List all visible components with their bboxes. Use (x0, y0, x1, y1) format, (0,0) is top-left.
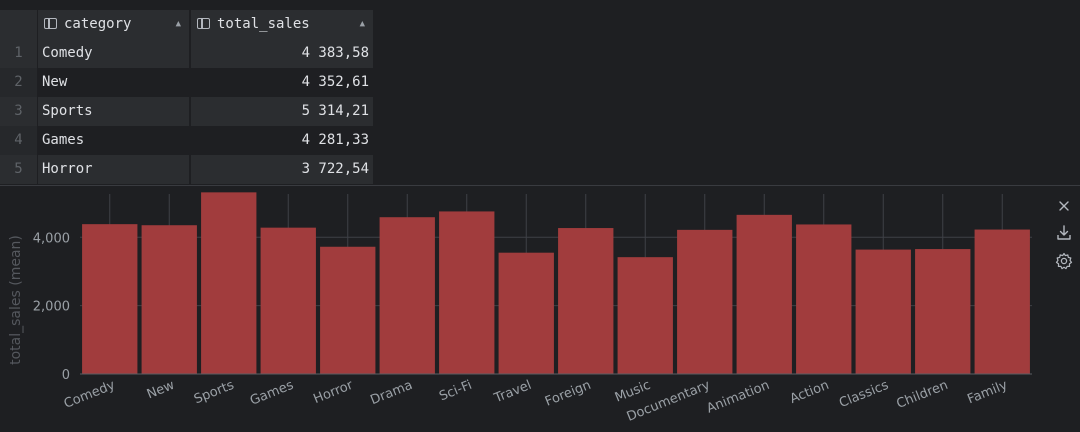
x-tick-label: Foreign (543, 378, 593, 410)
row-number: 5 (0, 155, 37, 184)
category-cell[interactable]: Games (37, 126, 189, 155)
x-tick-label: Children (894, 378, 950, 412)
category-cell[interactable]: Comedy (37, 39, 189, 68)
bar-sports (201, 192, 257, 374)
table-row[interactable]: 1 Comedy 4 383,58 (0, 39, 373, 68)
x-tick-label: Comedy (62, 378, 118, 412)
column-header-total-sales[interactable]: total_sales ▲ (189, 10, 373, 39)
column-header-category[interactable]: category ▲ (37, 10, 189, 39)
total-sales-cell[interactable]: 4 383,58 (189, 39, 373, 68)
table-row[interactable]: 2 New 4 352,61 (0, 68, 373, 97)
x-tick-label: Travel (491, 378, 533, 407)
category-cell[interactable]: New (37, 68, 189, 97)
row-number: 4 (0, 126, 37, 155)
y-tick-label: 0 (62, 368, 70, 383)
bar-animation (736, 214, 792, 374)
bar-games (260, 227, 316, 374)
bar-chart: 0 2,000 4,000 Comedy New Sports Games Horror Dra… (8, 192, 1032, 425)
bar-documentary (677, 229, 733, 374)
column-icon (197, 18, 210, 29)
row-number: 3 (0, 97, 37, 126)
bar-foreign (558, 228, 614, 374)
column-header-label: total_sales (217, 16, 310, 32)
table-row[interactable]: 4 Games 4 281,33 (0, 126, 373, 155)
output-divider (0, 185, 1080, 186)
row-number: 1 (0, 39, 37, 68)
sort-icon[interactable]: ▲ (359, 19, 365, 29)
column-icon (44, 18, 57, 29)
bar-action (796, 224, 852, 374)
x-tick-label: Family (965, 378, 1010, 408)
table-row[interactable]: 5 Horror 3 722,54 (0, 155, 373, 184)
total-sales-cell[interactable]: 4 281,33 (189, 126, 373, 155)
y-tick-label: 2,000 (33, 300, 70, 315)
bar-drama (379, 217, 435, 374)
bar-family (974, 229, 1030, 374)
total-sales-cell[interactable]: 4 352,61 (189, 68, 373, 97)
row-number-header (0, 10, 37, 39)
x-tick-label: Action (788, 378, 831, 407)
column-header-label: category (64, 16, 132, 32)
x-tick-label: Sports (192, 378, 236, 408)
x-tick-label: Classics (837, 378, 891, 411)
x-tick-label: Sci-Fi (437, 378, 474, 405)
bar-sci-fi (439, 211, 495, 374)
category-cell[interactable]: Sports (37, 97, 189, 126)
x-tick-label: Games (248, 378, 296, 409)
total-sales-cell[interactable]: 3 722,54 (189, 155, 373, 184)
bar-new (141, 225, 197, 374)
x-tick-label: Animation (705, 378, 772, 417)
close-icon[interactable] (1054, 196, 1074, 216)
result-table: category ▲ total_sales ▲ 1 Comedy 4 383,… (0, 10, 373, 184)
x-tick-label: Drama (368, 378, 414, 408)
y-axis-title: total_sales (mean) (8, 235, 24, 365)
bar-comedy (82, 224, 138, 374)
total-sales-cell[interactable]: 5 314,21 (189, 97, 373, 126)
category-cell[interactable]: Horror (37, 155, 189, 184)
table-row[interactable]: 3 Sports 5 314,21 (0, 97, 373, 126)
bar-travel (498, 252, 554, 374)
row-number: 2 (0, 68, 37, 97)
y-tick-label: 4,000 (33, 231, 70, 246)
bar-children (915, 249, 971, 374)
table-header: category ▲ total_sales ▲ (0, 10, 373, 39)
sort-icon[interactable]: ▲ (175, 19, 181, 29)
x-tick-label: New (145, 378, 177, 403)
bar-classics (855, 249, 911, 374)
download-icon[interactable] (1054, 223, 1074, 243)
x-tick-label: Horror (311, 378, 355, 408)
bar-horror (320, 246, 376, 374)
bar-music (617, 257, 673, 374)
gear-icon[interactable] (1054, 251, 1074, 271)
